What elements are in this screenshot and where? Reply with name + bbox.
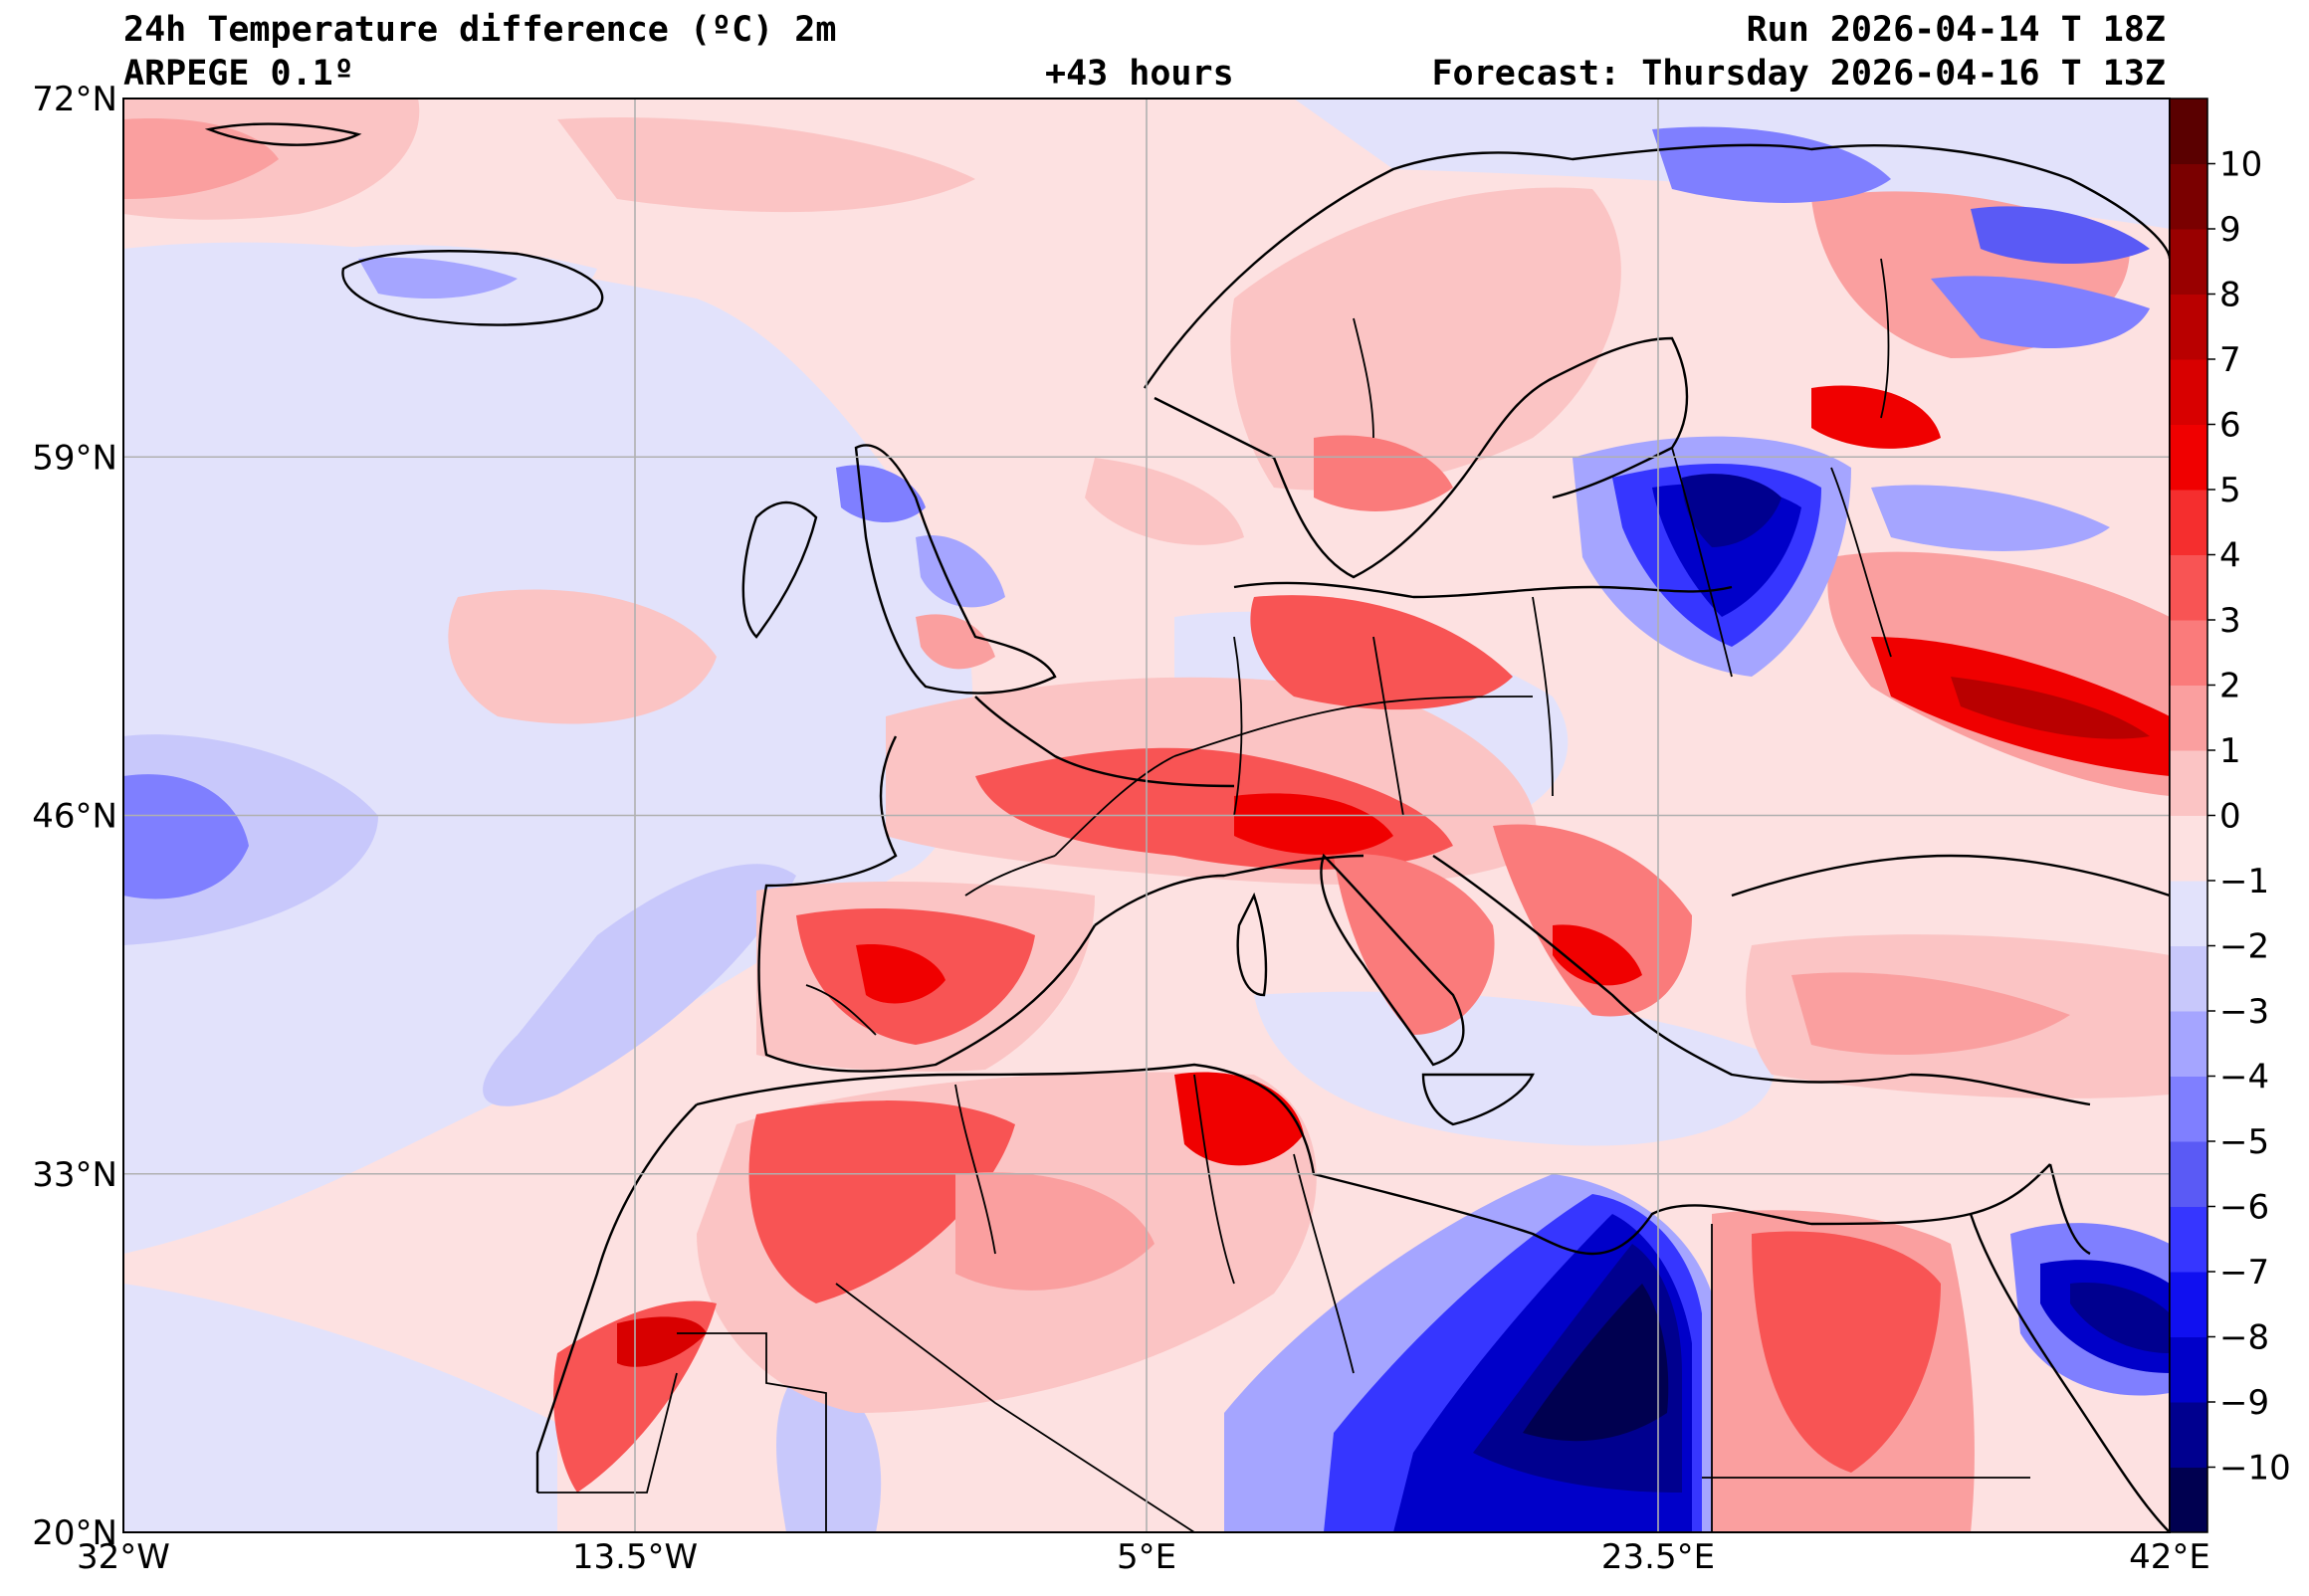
longitude-tick-label: 23.5°E [1601, 1537, 1715, 1577]
colorbar-segment [2170, 1467, 2207, 1533]
colorbar-tick-label: 6 [2219, 406, 2241, 446]
latitude-tick-label: 33°N [32, 1155, 117, 1195]
colorbar-tick-label: −2 [2219, 927, 2269, 967]
colorbar-tick-label: −1 [2219, 862, 2269, 901]
colorbar-tick-label: 7 [2219, 340, 2241, 380]
country-borders [537, 258, 2030, 1532]
colorbar-segment [2170, 1076, 2207, 1142]
colorbar-tick-label: −6 [2219, 1188, 2269, 1228]
colorbar-segment [2170, 359, 2207, 425]
latitude-tick-label: 72°N [32, 80, 117, 119]
longitude-tick-labels: 32°W 13.5°W 5°E 23.5°E 42°E [77, 1537, 2210, 1577]
colorbar-segment [2170, 1402, 2207, 1468]
colorbar-segment [2170, 294, 2207, 360]
longitude-tick-label: 13.5°W [572, 1537, 698, 1577]
colorbar-segment [2170, 424, 2207, 491]
colorbar-tick-label: 5 [2219, 471, 2241, 510]
colorbar-tick-label: 10 [2219, 145, 2262, 185]
colorbar-segment [2170, 554, 2207, 621]
colorbar-segment [2170, 99, 2207, 164]
map-title: 24h Temperature difference (ºC) 2m [123, 10, 837, 50]
colorbar-segment [2170, 1011, 2207, 1077]
colorbar-segment [2170, 881, 2207, 946]
colorbar-tick-label: 3 [2219, 601, 2241, 641]
colorbar-segment [2170, 750, 2207, 816]
colorbar-tick-label: −8 [2219, 1318, 2269, 1358]
colorbar-segment [2170, 490, 2207, 555]
colorbar-segment [2170, 1141, 2207, 1207]
colorbar-tick-label: −3 [2219, 992, 2269, 1032]
colorbar-segment [2170, 1206, 2207, 1273]
colorbar-segment [2170, 229, 2207, 295]
colorbar-segment [2170, 620, 2207, 686]
longitude-tick-label: 32°W [77, 1537, 170, 1577]
colorbar-tick-label: 4 [2219, 536, 2241, 576]
colorbar-tick-label: −10 [2219, 1449, 2291, 1489]
colorbar-segment [2170, 1336, 2207, 1403]
latitude-tick-label: 20°N [32, 1513, 117, 1553]
lead-time-label: +43 hours [1045, 54, 1234, 94]
colorbar-segment [2170, 685, 2207, 751]
colorbar-tick-label: 9 [2219, 210, 2241, 250]
colorbar-segment [2170, 945, 2207, 1012]
run-label: Run 2026-04-14 T 18Z [1746, 10, 2166, 50]
colorbar-segment [2170, 1272, 2207, 1337]
colorbar-tick-label: −7 [2219, 1253, 2269, 1293]
latitude-tick-labels: 72°N 59°N 46°N 33°N 20°N [32, 80, 117, 1553]
longitude-tick-label: 5°E [1117, 1537, 1176, 1577]
colorbar-tick-label: 2 [2219, 667, 2241, 706]
model-label: ARPEGE 0.1º [123, 54, 354, 94]
colorbar-tick-label: −9 [2219, 1383, 2269, 1423]
colorbar-segment [2170, 163, 2207, 230]
longitude-tick-label: 42°E [2129, 1537, 2210, 1577]
coastlines [204, 122, 2170, 1532]
latitude-tick-label: 46°N [32, 797, 117, 837]
colorbar-tick-label: 0 [2219, 797, 2241, 837]
colorbar-tick-label: 1 [2219, 731, 2241, 771]
colorbar-tick-label: 8 [2219, 276, 2241, 315]
colorbar [2170, 99, 2207, 1533]
colorbar-tick-label: −4 [2219, 1058, 2269, 1097]
latitude-tick-label: 59°N [32, 438, 117, 478]
forecast-label: Forecast: Thursday 2026-04-16 T 13Z [1431, 54, 2166, 94]
colorbar-tick-label: −5 [2219, 1122, 2269, 1162]
colorbar-segment [2170, 815, 2207, 882]
